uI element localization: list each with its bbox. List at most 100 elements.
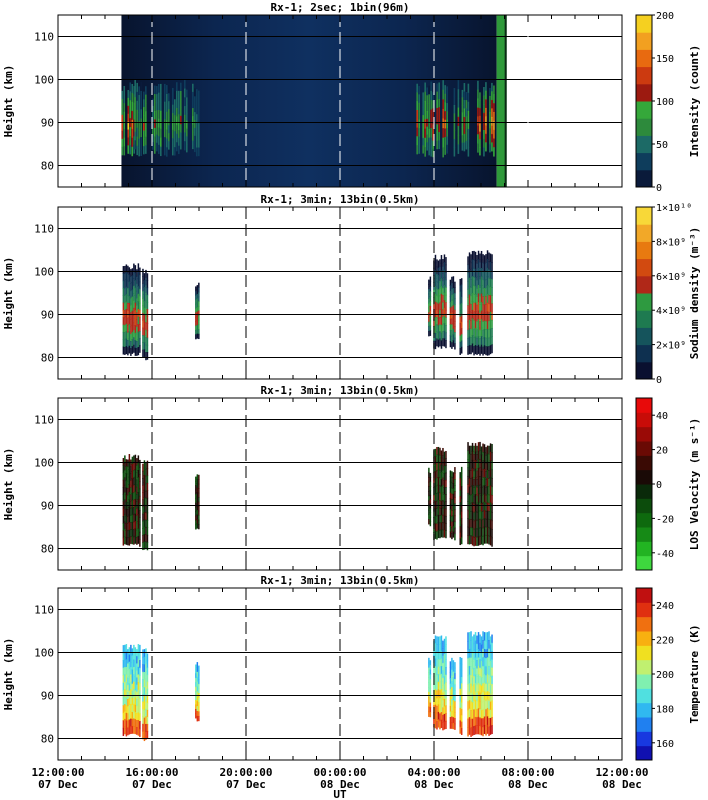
data-cell [477, 649, 480, 659]
twilight-edge [504, 15, 507, 187]
data-cell [482, 460, 484, 470]
count-cell [160, 128, 162, 139]
count-cell [178, 98, 180, 107]
data-cell [491, 295, 493, 305]
data-cell [146, 520, 149, 529]
data-cell [136, 479, 138, 488]
data-cell [436, 651, 438, 661]
data-cell [482, 304, 484, 314]
data-cell [439, 462, 441, 471]
data-cell [122, 309, 125, 318]
data-cell [127, 473, 129, 482]
count-cell [176, 142, 178, 152]
data-cell [434, 681, 437, 690]
data-cell [128, 514, 131, 523]
data-cell [130, 689, 132, 698]
count-cell [160, 119, 162, 130]
count-cell [453, 113, 456, 123]
data-cell [473, 320, 475, 330]
data-cell [459, 701, 461, 709]
count-cell [465, 124, 468, 134]
data-cell [139, 682, 141, 692]
data-cell [489, 502, 492, 512]
data-cell [488, 657, 490, 667]
data-cell [488, 346, 490, 356]
data-cell [488, 726, 490, 736]
data-cell [460, 328, 463, 335]
count-cell [166, 138, 168, 148]
data-cell [137, 278, 140, 287]
data-cell [479, 709, 481, 719]
data-cell [442, 714, 444, 723]
data-cell [459, 532, 461, 540]
count-cell [134, 123, 136, 133]
data-cell [134, 454, 137, 463]
data-cell [437, 454, 440, 463]
data-cell [452, 499, 455, 506]
count-cell [154, 110, 156, 120]
data-cell [137, 462, 140, 471]
data-cell [442, 323, 444, 332]
data-cell [145, 512, 147, 521]
data-cell [454, 491, 456, 498]
count-cell [485, 142, 487, 152]
data-cell [471, 442, 474, 453]
data-cell [477, 665, 480, 676]
data-cell [459, 484, 461, 491]
data-cell [468, 336, 471, 346]
data-cell [122, 675, 125, 684]
data-cell [485, 503, 487, 512]
data-cell [434, 325, 437, 334]
data-cell [486, 707, 489, 717]
panel-title: Rx-1; 3min; 13bin(0.5km) [261, 384, 420, 397]
data-cell [130, 508, 132, 516]
count-cell [160, 110, 162, 121]
data-cell [440, 515, 443, 523]
count-cell [176, 116, 178, 126]
data-cell [429, 508, 432, 514]
count-cell [453, 105, 456, 115]
colorbar-segment [636, 674, 652, 689]
count-cell [152, 98, 154, 107]
count-cell [121, 98, 124, 108]
data-cell [433, 683, 435, 692]
data-cell [434, 523, 437, 532]
data-cell [488, 717, 490, 728]
data-cell [122, 508, 125, 517]
data-cell [485, 312, 487, 322]
data-cell [139, 652, 141, 661]
count-cell [158, 92, 160, 102]
count-cell [145, 111, 147, 121]
count-cell [131, 128, 134, 139]
data-cell [470, 494, 472, 504]
data-cell [143, 489, 146, 498]
data-cell [436, 500, 438, 509]
data-cell [473, 692, 475, 702]
data-cell [127, 663, 129, 672]
colorbar-tick-label: 150 [656, 54, 674, 65]
data-cell [146, 681, 149, 690]
data-cell [128, 668, 131, 677]
data-cell [145, 269, 147, 278]
data-cell [137, 499, 140, 508]
data-layer [121, 15, 507, 187]
data-cell [485, 535, 487, 544]
data-cell [467, 492, 469, 502]
data-cell [454, 315, 456, 322]
data-cell [471, 343, 474, 353]
count-cell [483, 112, 485, 122]
data-cell [460, 492, 463, 500]
colorbar-tick-label: 240 [656, 601, 674, 612]
count-cell [160, 83, 162, 94]
data-cell [130, 487, 132, 496]
data-cell [454, 320, 456, 328]
data-cell [443, 676, 446, 685]
data-cell [476, 279, 478, 289]
data-cell [136, 290, 138, 299]
data-cell [467, 684, 469, 694]
count-cell [430, 146, 432, 157]
data-cell [454, 678, 456, 686]
count-cell [467, 101, 470, 112]
data-cell [479, 518, 481, 528]
data-cell [485, 270, 487, 280]
